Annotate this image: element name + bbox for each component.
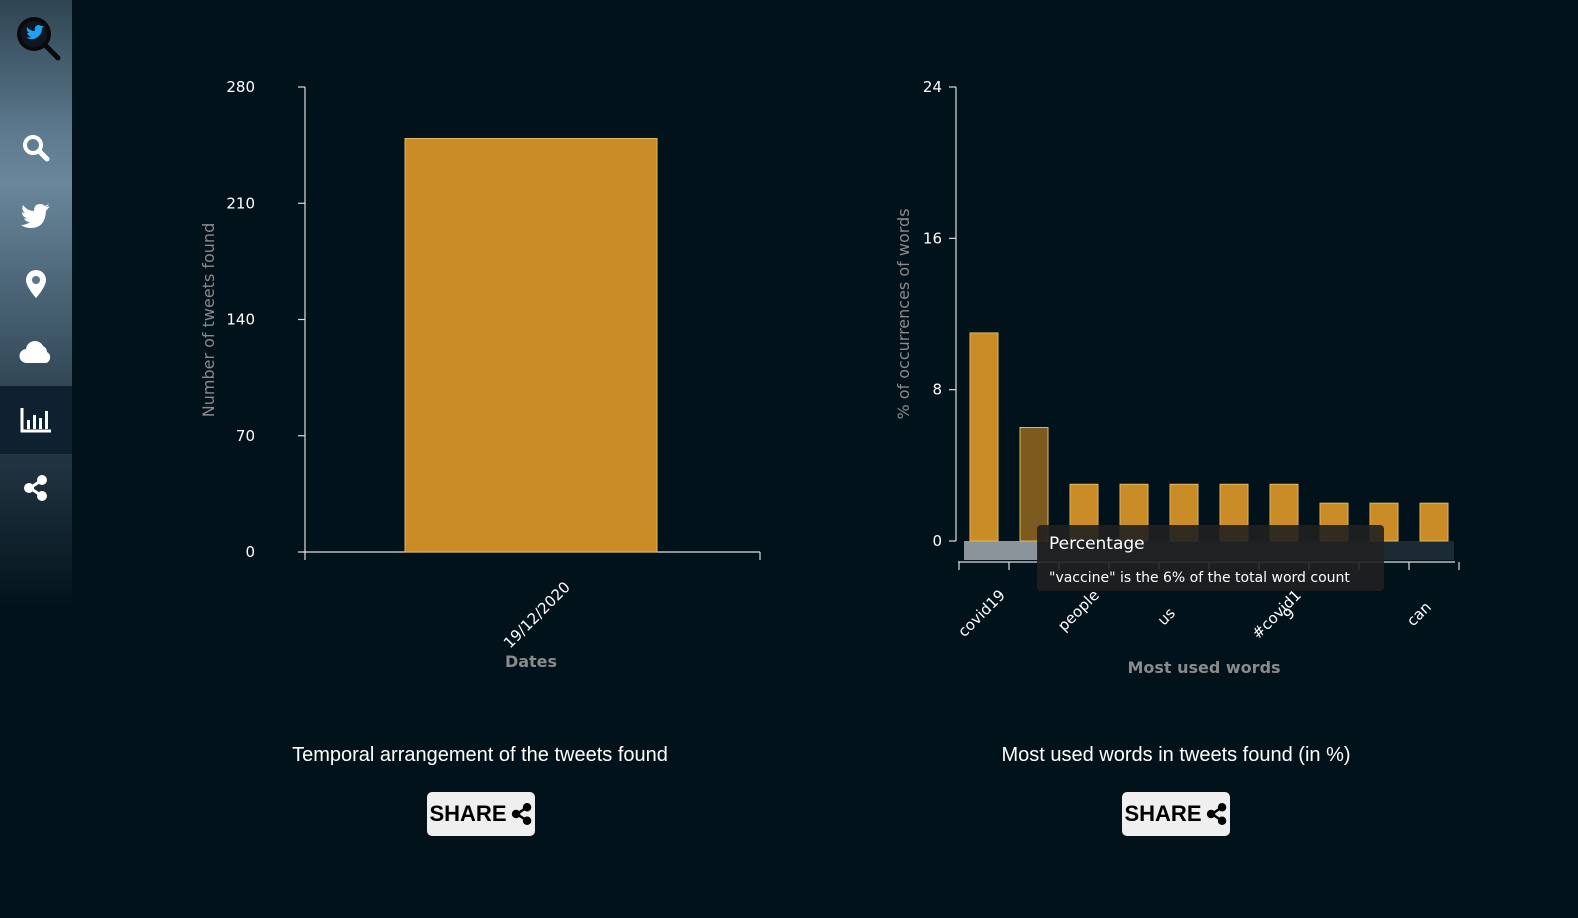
search-icon — [23, 135, 50, 162]
x-tick-label: us — [1154, 604, 1179, 629]
x-axis-title: Dates — [505, 652, 557, 671]
y-tick-label: 140 — [226, 311, 255, 329]
x-tick-label: people — [1054, 586, 1103, 635]
tooltip-title: Percentage — [1049, 534, 1145, 554]
bar — [404, 137, 658, 553]
bar-chart-icon — [20, 408, 51, 433]
x-axis-title: Most used words — [1127, 658, 1280, 677]
nav-wordcloud[interactable] — [0, 318, 72, 386]
share-icon — [511, 803, 531, 825]
app-logo-icon[interactable] — [14, 14, 62, 62]
y-tick-label: 24 — [923, 78, 942, 96]
x-axis-band-highlight — [964, 541, 1038, 560]
sidebar — [0, 0, 72, 610]
share-label: SHARE — [429, 801, 507, 826]
share-icon — [24, 475, 47, 501]
y-tick-label: 0 — [932, 532, 942, 550]
left-chart-caption: Temporal arrangement of the tweets found — [292, 744, 668, 766]
bar — [1019, 427, 1049, 542]
twitter-bird-icon — [21, 204, 50, 228]
nav-twitter[interactable] — [0, 182, 72, 250]
right-chart-caption: Most used words in tweets found (in %) — [1001, 744, 1351, 766]
x-tick-label: can — [1403, 598, 1435, 630]
share-left-chart-button[interactable]: SHARE — [427, 792, 535, 836]
share-icon — [1206, 803, 1226, 825]
tooltip-box — [1037, 525, 1384, 591]
share-right-chart-button[interactable]: SHARE — [1122, 792, 1230, 836]
tooltip-text: "vaccine" is the 6% of the total word co… — [1049, 570, 1350, 586]
chart-tooltip: Percentage "vaccine" is the 6% of the tot… — [1037, 525, 1384, 591]
bar — [1419, 502, 1449, 542]
nav-charts[interactable] — [0, 386, 72, 454]
nav-location[interactable] — [0, 250, 72, 318]
y-tick-label: 0 — [245, 543, 255, 561]
map-pin-icon — [26, 270, 46, 298]
y-tick-label: 16 — [923, 229, 942, 247]
y-axis-title: % of occurrences of words — [894, 208, 913, 419]
y-tick-label: 8 — [932, 381, 942, 399]
y-tick-label: 280 — [226, 78, 255, 96]
y-axis-title: Number of tweets found — [199, 223, 218, 417]
share-label: SHARE — [1124, 801, 1202, 826]
y-tick-label: 210 — [226, 194, 255, 212]
cloud-icon — [19, 341, 51, 364]
nav-search[interactable] — [0, 114, 72, 182]
x-tick-label: covid19 — [954, 586, 1009, 641]
y-tick-label: 70 — [236, 427, 255, 445]
bar — [969, 332, 999, 542]
nav-share[interactable] — [0, 454, 72, 522]
x-tick-label: 19/12/2020 — [500, 578, 574, 652]
